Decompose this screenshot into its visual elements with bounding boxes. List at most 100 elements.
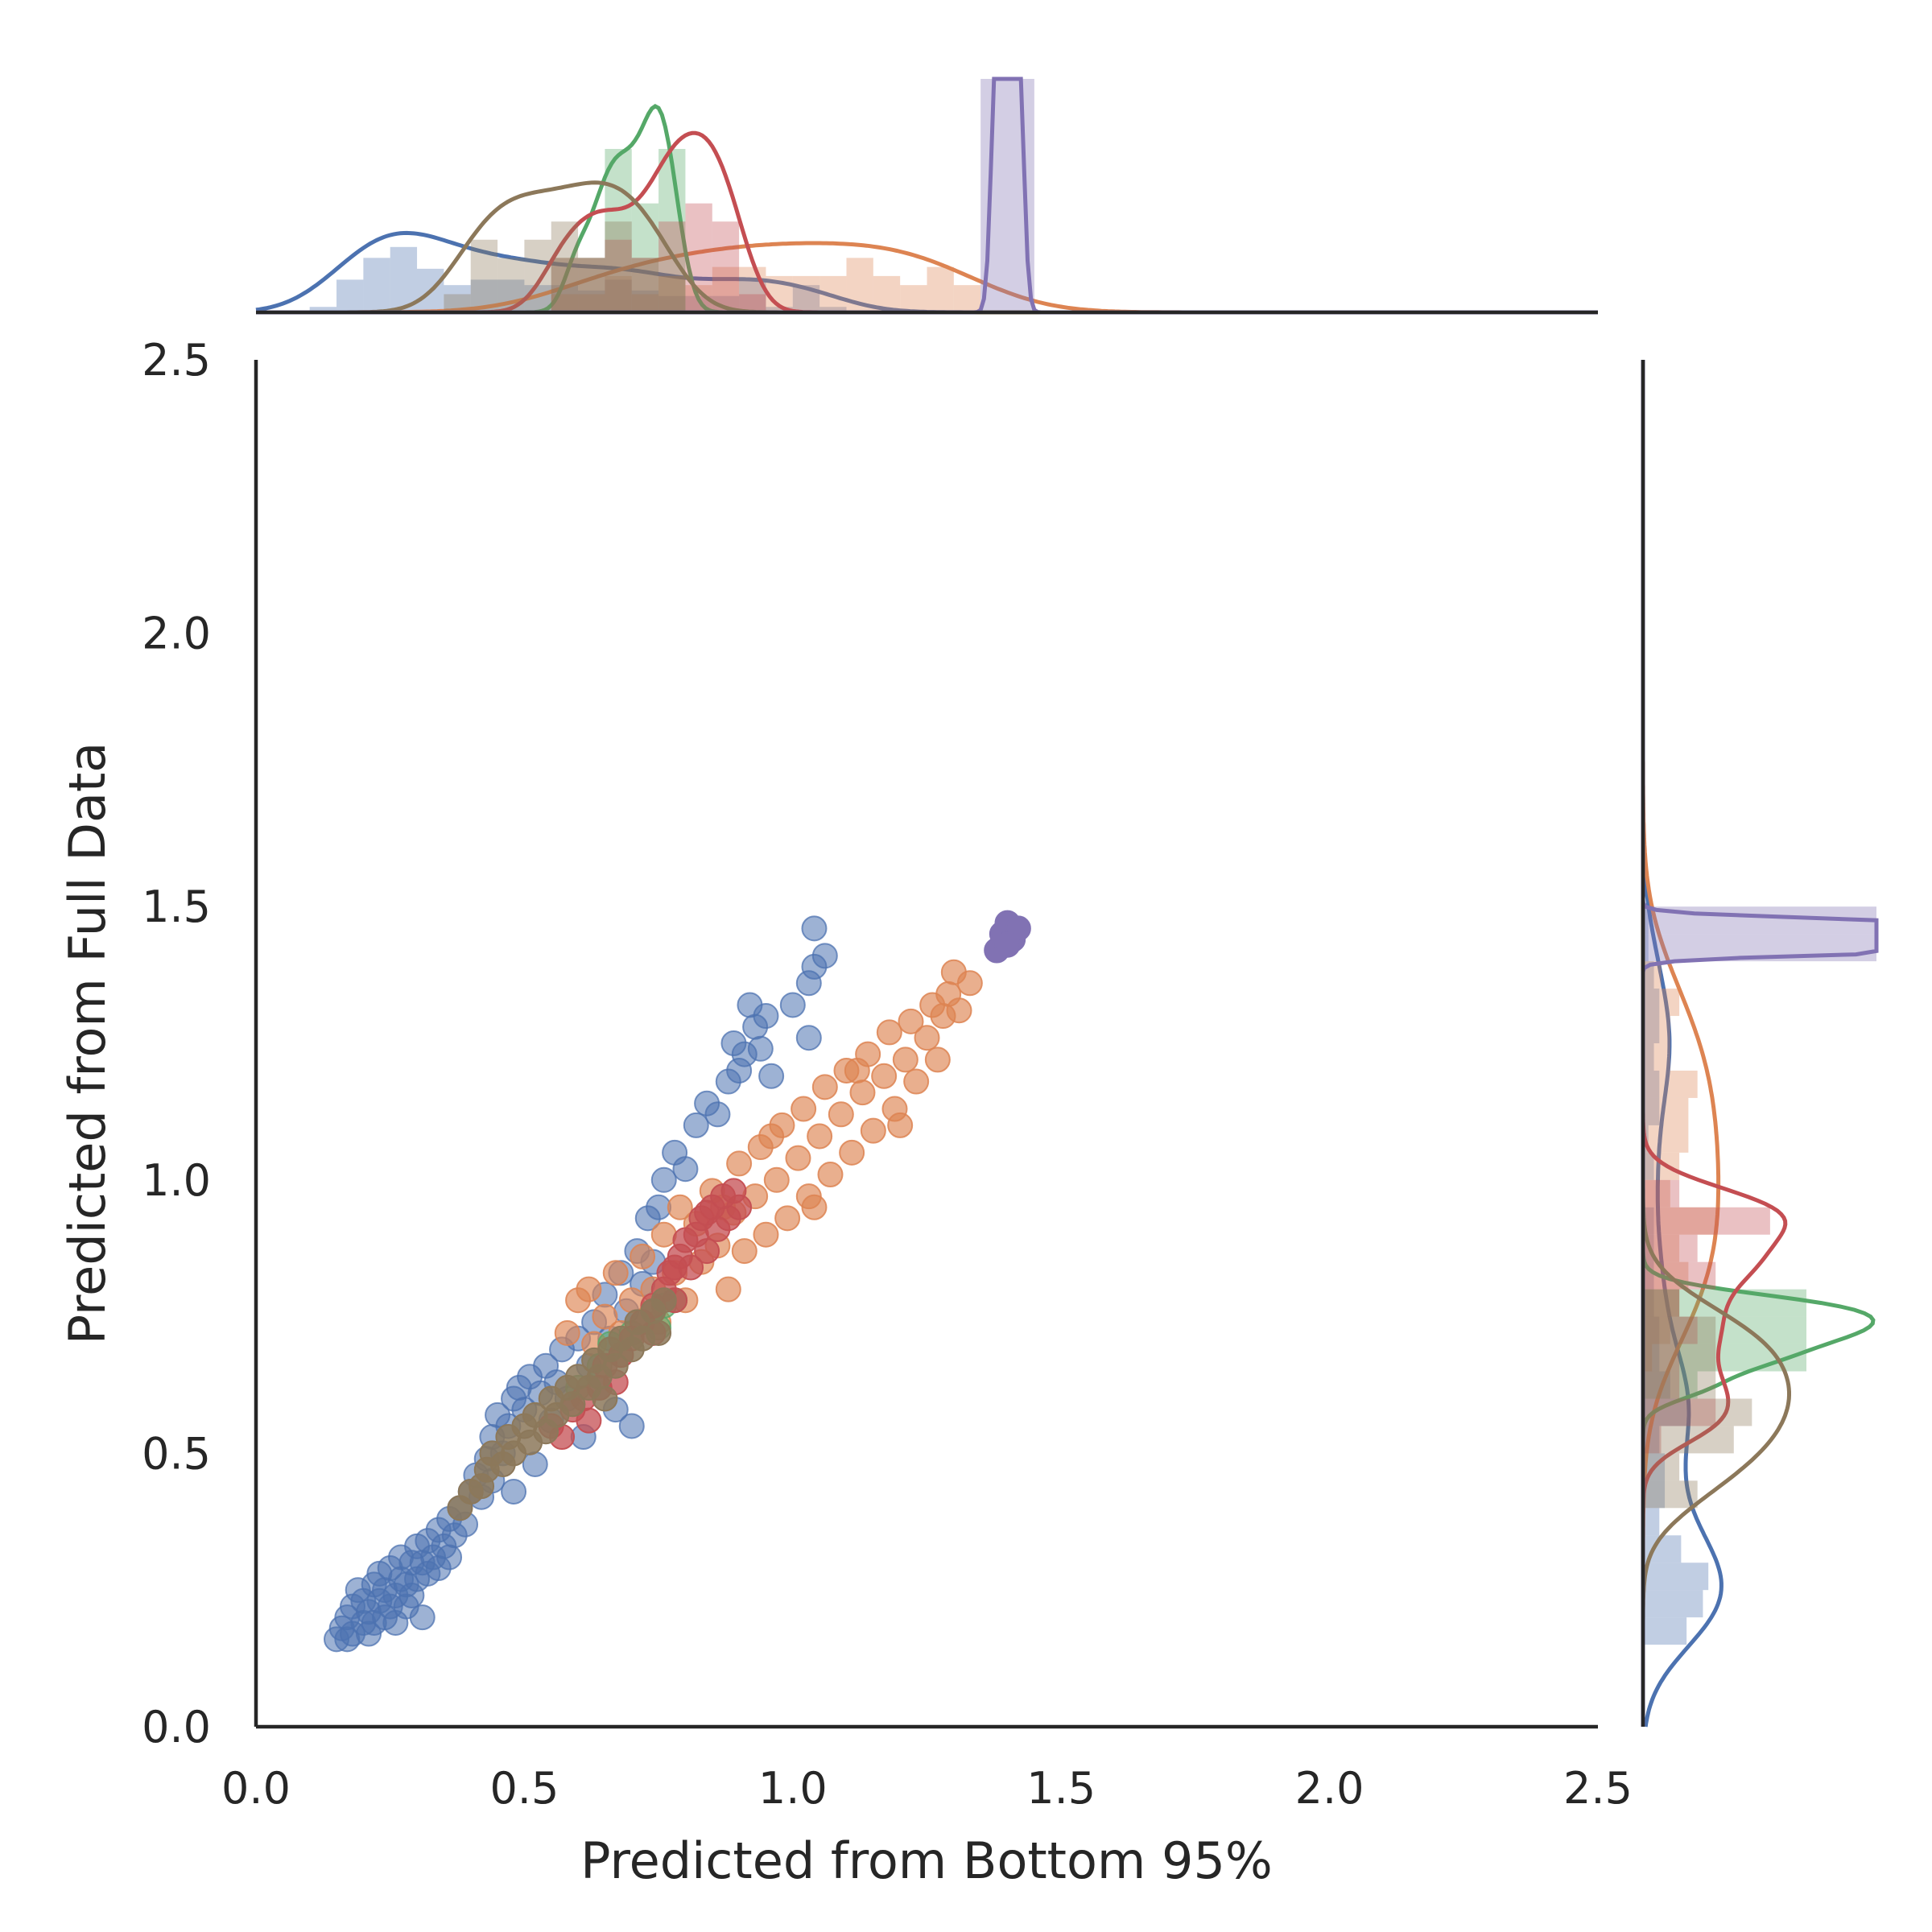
right-histogram-bar <box>1643 1070 1698 1098</box>
scatter-point <box>758 1063 785 1089</box>
top-histogram-bar <box>605 149 632 312</box>
top-histogram-bar <box>658 295 686 312</box>
scatter-point <box>747 1035 774 1062</box>
x-tick-label: 2.0 <box>1295 1763 1364 1814</box>
top-histogram-bar <box>631 203 659 312</box>
scatter-point <box>817 1162 844 1188</box>
x-tick-label: 0.5 <box>489 1763 559 1814</box>
top-histogram-bar <box>578 294 605 312</box>
right-histogram-bar <box>1643 1563 1709 1591</box>
right-histogram-bar <box>1643 1016 1660 1043</box>
scatter-point <box>646 1319 672 1346</box>
scatter-point <box>522 1451 548 1477</box>
top-histogram-bar <box>390 246 418 312</box>
x-tick-label: 0.0 <box>221 1763 291 1814</box>
x-tick-label: 1.5 <box>1026 1763 1096 1814</box>
right-histogram-bar <box>1643 1289 1680 1317</box>
scatter-point <box>849 1080 876 1106</box>
right-histogram-bar <box>1643 1508 1660 1536</box>
right-histogram-bar <box>1643 1398 1716 1426</box>
top-histogram-bar <box>739 294 766 312</box>
scatter-point <box>828 1101 854 1128</box>
scatter-point <box>436 1544 463 1571</box>
right-histogram-bar <box>1643 1179 1670 1208</box>
top-histogram-bar <box>846 258 873 312</box>
top-histogram-bar <box>792 275 820 312</box>
scatter-point <box>871 1063 898 1089</box>
scatter-point <box>618 1413 645 1439</box>
scatter-point <box>602 1352 629 1379</box>
y-tick-labels: 0.0 0.5 1.0 1.5 2.0 2.5 <box>142 335 211 1752</box>
top-histogram-bar <box>631 258 659 312</box>
right-histogram-bar <box>1643 1289 1680 1317</box>
right-histogram-bar <box>1643 1097 1689 1125</box>
scatter-point <box>726 1194 753 1220</box>
scatter-point <box>774 1205 801 1232</box>
scatter-point <box>860 1117 886 1144</box>
right-histogram-bar <box>1643 1316 1660 1344</box>
scatter-point <box>807 1123 833 1150</box>
right-histogram-bar <box>1643 1426 1662 1454</box>
scatter-point <box>844 1057 870 1084</box>
scatter-point <box>650 1166 677 1193</box>
scatter-point <box>753 1003 779 1030</box>
scatter-point <box>930 1003 956 1030</box>
scatter-point <box>811 1074 838 1100</box>
top-histogram-bar <box>551 221 579 312</box>
scatter-point <box>887 1112 914 1138</box>
scatter-point <box>559 1391 586 1418</box>
right-histogram-bar <box>1643 934 1649 962</box>
scatter-point <box>602 1260 629 1286</box>
scatter-point <box>994 931 1021 958</box>
x-tick-label: 1.0 <box>758 1763 828 1814</box>
top-histogram-bar <box>309 307 337 312</box>
scatter-point <box>898 1008 924 1034</box>
right-histogram-bar <box>1643 1289 1680 1317</box>
right-histogram-bar <box>1643 1344 1716 1372</box>
scatter-point <box>667 1194 693 1220</box>
scatter-point <box>924 1046 951 1073</box>
x-tick-labels: 0.0 0.5 1.0 1.5 2.0 2.5 <box>221 1763 1633 1814</box>
top-histogram-bar <box>766 307 793 312</box>
top-histogram-bar <box>578 258 605 312</box>
y-tick-label: 1.0 <box>142 1155 211 1206</box>
right-histogram-bar <box>1643 1344 1660 1372</box>
right-histogram-bar <box>1643 989 1660 1017</box>
scatter-point <box>903 1068 930 1095</box>
y-tick-label: 0.0 <box>142 1702 211 1752</box>
scatter-point <box>683 1112 709 1138</box>
scatter-point <box>914 1025 940 1051</box>
right-histogram-bar <box>1643 1371 1698 1399</box>
top-histogram-bar <box>873 275 901 312</box>
right-histogram-bar <box>1643 1344 1680 1372</box>
scatter-point <box>554 1319 580 1346</box>
scatter-point <box>650 1287 677 1314</box>
scatter-point <box>646 1194 672 1220</box>
right-histogram-bar <box>1643 1426 1734 1454</box>
top-histogram-bar <box>631 258 659 312</box>
top-histogram-bar <box>953 285 981 312</box>
right-histogram-bar <box>1643 1207 1716 1235</box>
scatter-point <box>753 1221 779 1248</box>
right-histogram-bar <box>1643 1617 1687 1645</box>
scatter-point <box>576 1276 602 1302</box>
top-histogram-bar <box>363 258 390 312</box>
scatter-point <box>801 1194 828 1220</box>
right-histogram-bar <box>1643 1152 1654 1180</box>
top-marginal-distribution <box>255 76 1598 315</box>
y-axis-label: Predicted from Full Data <box>58 742 117 1345</box>
right-histogram-bar <box>1643 989 1680 1017</box>
x-axis-label: Predicted from Bottom 95% <box>580 1831 1273 1890</box>
top-histogram-bar <box>739 266 766 312</box>
scatter-point <box>694 1238 720 1265</box>
top-histogram-bar <box>685 203 712 312</box>
top-histogram-bar <box>658 275 686 312</box>
right-histogram-bar <box>1643 1371 1716 1399</box>
y-tick-label: 0.5 <box>142 1428 211 1479</box>
scatter-point <box>839 1139 865 1166</box>
top-histogram-bar <box>497 258 525 312</box>
right-histogram-bar <box>1643 1316 1670 1344</box>
scatter-point <box>592 1303 618 1330</box>
top-histogram-bar <box>605 239 632 312</box>
